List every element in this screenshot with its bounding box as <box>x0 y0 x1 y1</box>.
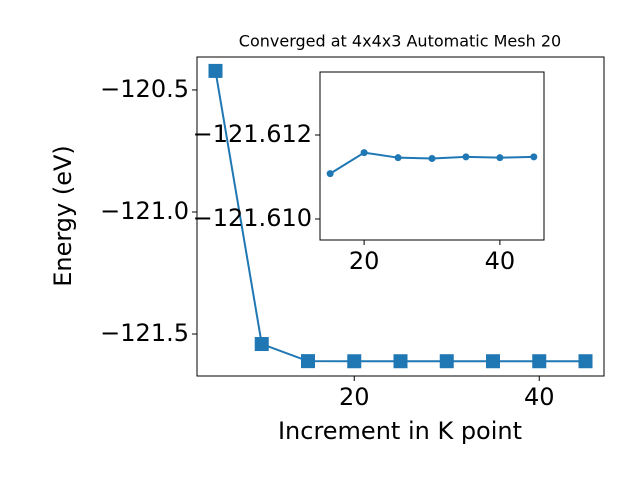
plot-frame <box>196 56 605 377</box>
chart-title: Converged at 4x4x3 Automatic Mesh 20 <box>239 32 561 51</box>
data-point <box>301 354 315 369</box>
x-tick-label: 40 <box>485 247 516 275</box>
x-axis-label: Increment in K point <box>278 417 522 445</box>
data-point <box>462 153 470 161</box>
data-point <box>532 354 547 369</box>
y-tick-label: −121.612 <box>193 120 312 148</box>
data-point <box>486 354 500 369</box>
x-tick-label: 40 <box>524 383 555 411</box>
y-axis-label: Energy (eV) <box>49 145 77 287</box>
data-point <box>326 170 334 178</box>
data-point <box>578 354 593 369</box>
data-point <box>208 63 223 78</box>
y-tick-label: −121.5 <box>100 319 189 347</box>
y-tick-label: −120.5 <box>100 75 189 103</box>
data-point <box>393 354 408 369</box>
y-tick-label: −121.610 <box>193 204 312 232</box>
x-tick-label: 20 <box>339 383 370 411</box>
data-point <box>496 154 504 162</box>
data-point <box>360 149 368 157</box>
data-point <box>254 337 269 352</box>
plot-frame <box>319 71 545 241</box>
data-point <box>347 354 362 369</box>
data-point <box>530 153 538 161</box>
data-point <box>439 354 454 369</box>
y-tick-label: −121.0 <box>100 197 189 225</box>
x-tick-label: 20 <box>349 247 380 275</box>
data-point <box>428 155 436 163</box>
data-point <box>394 154 402 162</box>
